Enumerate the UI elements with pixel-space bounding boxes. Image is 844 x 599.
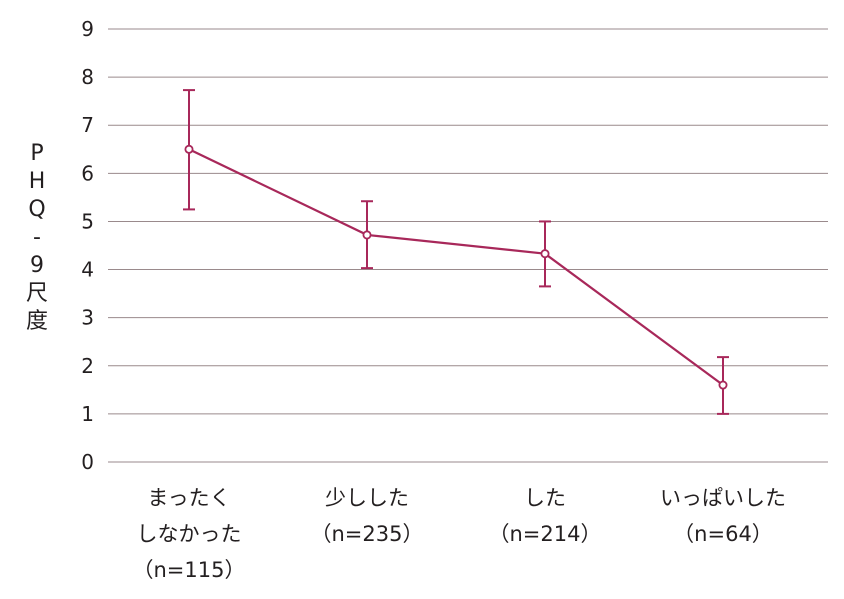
grid	[108, 28, 828, 463]
category-label: した	[524, 486, 566, 510]
series	[183, 89, 729, 415]
category-label: いっぱいした	[660, 486, 786, 510]
category-label: まったく	[147, 486, 230, 510]
category-n-label: （n=64）	[673, 522, 773, 546]
y-tick-label: 9	[81, 17, 94, 41]
y-axis-label: PHQ - 9 尺度	[26, 141, 48, 334]
y-tick-label: 8	[81, 65, 94, 89]
y-axis-label-char: 尺	[26, 281, 48, 306]
category-n-label: （n=214）	[489, 522, 602, 546]
y-tick-label: 3	[81, 306, 94, 330]
data-point	[362, 230, 372, 240]
y-tick-label: 7	[81, 113, 94, 137]
series-line	[188, 148, 724, 386]
data-point	[718, 380, 728, 390]
y-tick-label: 1	[81, 402, 94, 426]
category-label: 少しした	[325, 486, 409, 510]
y-tick-label: 0	[81, 450, 94, 474]
y-axis-ticks: 0 1 2 3 4 5 6 7 8 9	[81, 17, 94, 474]
y-tick-label: 2	[81, 354, 94, 378]
category-n-label: （n=235）	[311, 522, 424, 546]
y-tick-label: 4	[81, 258, 94, 282]
y-axis-label-char: H	[29, 169, 46, 194]
y-axis-label-char: P	[30, 141, 43, 166]
y-axis-label-char: -	[33, 225, 41, 250]
data-point	[540, 249, 550, 259]
category-label: しなかった	[137, 522, 242, 546]
y-axis-label-char: 度	[26, 309, 48, 334]
data-point	[184, 144, 194, 154]
category-n-label: （n=115）	[133, 558, 246, 582]
y-tick-label: 5	[81, 209, 94, 233]
y-axis-label-char: Q	[28, 197, 45, 222]
y-axis-label-char: 9	[30, 253, 44, 278]
y-tick-label: 6	[81, 161, 94, 185]
